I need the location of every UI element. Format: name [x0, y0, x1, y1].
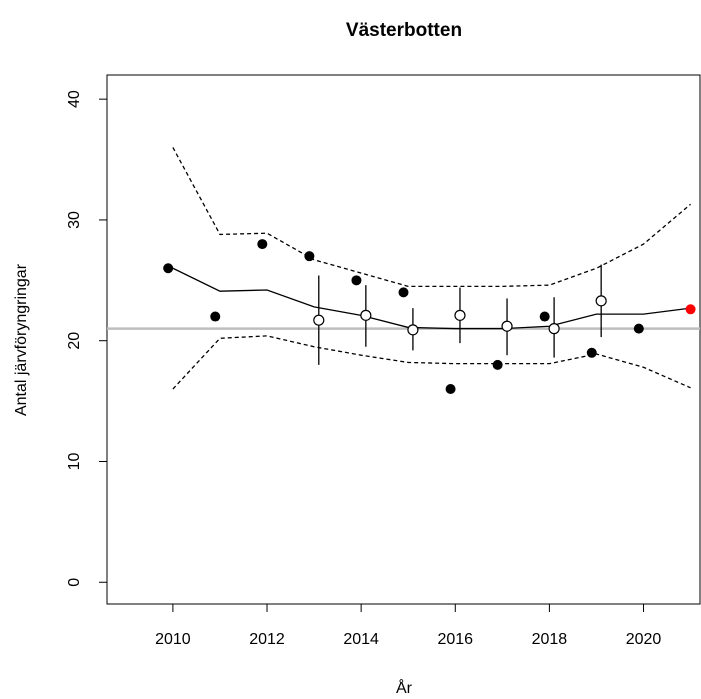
observed-point — [445, 384, 456, 395]
observed-point — [163, 263, 174, 274]
upper-band — [172, 147, 692, 288]
estimate-point — [501, 320, 513, 332]
estimate-point — [595, 295, 607, 307]
observed-point — [210, 311, 221, 322]
observed-point — [586, 347, 597, 358]
observed-point — [304, 251, 315, 262]
lower-band — [172, 335, 691, 390]
observed-point — [398, 287, 409, 298]
x-tick-label: 2018 — [532, 631, 568, 648]
trend-line — [172, 267, 691, 330]
y-axis-label: Antal järvföryngringar — [13, 263, 30, 416]
observed-point — [539, 311, 550, 322]
y-tick-label: 30 — [66, 211, 83, 229]
estimate-point — [360, 309, 372, 321]
x-tick-label: 2012 — [249, 631, 285, 648]
observed-point — [492, 359, 503, 370]
y-tick-label: 0 — [66, 578, 83, 587]
estimate-point — [313, 314, 325, 326]
chart-title: Västerbotten — [346, 20, 462, 41]
observed-point — [633, 323, 644, 334]
x-tick-label: 2014 — [343, 631, 379, 648]
y-tick-label: 10 — [66, 452, 83, 470]
x-tick-label: 2010 — [155, 631, 191, 648]
latest-point — [685, 304, 696, 315]
x-axis-label: År — [396, 678, 413, 697]
y-tick-label: 20 — [66, 332, 83, 350]
x-tick-label: 2020 — [626, 631, 662, 648]
estimate-point — [454, 309, 466, 321]
estimate-point — [548, 323, 560, 335]
x-tick-label: 2016 — [437, 631, 473, 648]
observed-point — [351, 275, 362, 286]
estimate-point — [407, 324, 419, 336]
observed-point — [257, 239, 268, 250]
y-tick-label: 40 — [66, 90, 83, 108]
plot-box — [106, 74, 701, 605]
